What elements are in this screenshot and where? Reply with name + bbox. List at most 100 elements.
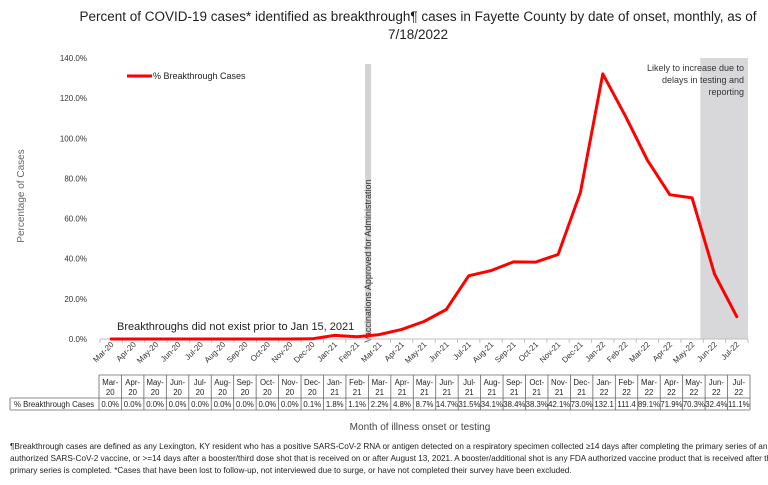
table-value: 0.0% [258,400,276,409]
data-point [221,337,225,341]
legend-label: % Breakthrough Cases [153,71,246,81]
table-header-year: 20 [151,388,160,397]
table-header-month: May- [416,378,434,387]
x-tick-label: Jun-20 [159,340,183,364]
x-tick-label: May-22 [671,340,697,366]
table-header-month: Jun- [170,378,186,387]
table-header-year: 20 [106,388,115,397]
table-header-month: Apr- [125,378,140,387]
chart-title-date: 7/18/2022 [388,27,448,42]
table-header-year: 21 [555,388,564,397]
table-header-month: Apr- [395,378,410,387]
table-header-year: 20 [308,388,317,397]
table-header-month: Jun- [439,378,455,387]
table-value: 0.0% [214,400,232,409]
table-header-month: Jan- [327,378,343,387]
x-tick-label: Oct-21 [517,340,541,364]
y-tick-label: 140.0% [60,54,87,63]
table-header-month: Dec- [573,378,590,387]
y-tick-label: 100.0% [60,134,87,143]
table-header-month: Sep- [506,378,523,387]
y-tick-label: 20.0% [64,295,87,304]
x-tick-label: Dec-21 [560,340,585,365]
y-tick-label: 0.0% [69,335,87,344]
data-point [132,337,135,341]
table-value: 38.3% [526,400,548,409]
table-header-month: Nov- [551,378,568,387]
table-value: 31.5% [458,400,480,409]
table-value: 2.2% [371,400,389,409]
footnote-line: ¶Breakthrough cases are defined as any L… [10,442,768,451]
table-header-month: Mar- [641,378,657,387]
table-header-month: May- [685,378,703,387]
table-value: 1.1% [348,400,366,409]
data-point [579,191,582,194]
data-point [177,337,180,341]
table-header-year: 21 [375,388,384,397]
table-header-year: 20 [285,388,294,397]
table-value: 71.9% [660,400,682,409]
likely-increase-label: delays in testing and [662,75,744,85]
data-point [690,196,694,200]
table-header-month: Aug- [484,378,501,387]
data-point [601,72,604,76]
table-value: 111.4 [617,400,636,409]
x-tick-label: Aug-20 [203,340,228,365]
table-header-year: 21 [510,388,519,397]
table-value: 0.0% [191,400,209,409]
data-point [199,337,202,341]
data-point [311,337,314,340]
x-tick-label: Jun-21 [427,340,451,364]
pre-2021-annotation: Breakthroughs did not exist prior to Jan… [117,321,354,333]
table-header-year: 22 [667,388,676,397]
table-header-month: Aug- [214,378,231,387]
data-point [646,158,649,162]
table-header-month: Sep- [237,378,254,387]
table-value: 0.1% [303,400,321,409]
table-header-month: Mar- [372,378,388,387]
y-tick-label: 40.0% [64,255,87,264]
data-point [445,308,448,311]
table-header-month: Jul- [732,378,745,387]
table-value: 34.1% [481,400,503,409]
data-point [713,272,716,276]
vaccination-approval-label: Vaccinations Approved for Administration [363,180,373,343]
table-value: 70.3% [683,400,705,409]
x-tick-label: Mar-22 [628,340,653,365]
x-axis-label: Month of illness onset or testing [350,422,491,433]
footnote-line: authorized SARS-CoV-2 vaccine, or >=14 d… [10,454,768,463]
table-value: 38.4% [503,400,525,409]
table-value: 11.1% [728,400,750,409]
table-header-year: 21 [488,388,497,397]
table-header-month: Jun- [709,378,725,387]
table-header-month: Jul- [194,378,207,387]
likely-increase-label: reporting [708,87,744,97]
table-header-month: Apr- [664,378,679,387]
table-header-month: Feb- [349,378,365,387]
x-tick-label: Jul-22 [719,340,741,362]
x-tick-label: Nov-21 [538,340,563,365]
x-tick-label: Oct-20 [249,340,273,364]
data-point [109,337,113,341]
table-header-month: Oct- [260,378,275,387]
x-tick-label: Nov-20 [270,340,295,365]
data-point [244,337,247,341]
x-tick-label: Jan-22 [584,340,608,364]
x-tick-label: Dec-20 [292,340,317,365]
data-point [422,320,426,323]
table-header-month: Jan- [597,378,613,387]
data-point [623,114,627,117]
data-point [556,253,560,256]
data-point [735,315,739,318]
data-point [266,337,269,341]
data-point [288,337,292,341]
table-value: 0.0% [146,400,164,409]
table-header-year: 22 [600,388,609,397]
x-tick-label: Mar-20 [91,340,116,365]
footnote: ¶Breakthrough cases are defined as any L… [10,442,768,475]
x-tick-label: Aug-21 [471,340,496,365]
table-value: 42.1% [548,400,570,409]
vaccination-approval-band [365,64,372,339]
